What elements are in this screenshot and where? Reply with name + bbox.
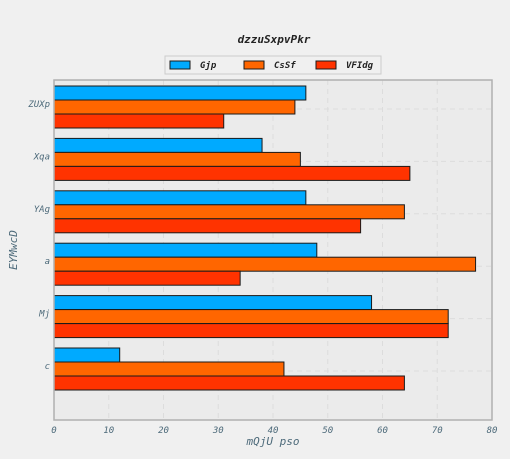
- bar-CsSf-Mj: [53, 309, 449, 325]
- bars: [53, 85, 477, 391]
- x-tick-label: 30: [212, 426, 224, 436]
- bar-Gjp-a: [53, 242, 318, 258]
- legend-label: Gjp: [200, 60, 217, 71]
- legend-swatch: [243, 60, 265, 70]
- bar-VFIdg-ZUXp: [53, 113, 225, 129]
- x-tick-label: 50: [322, 426, 333, 436]
- bar-Gjp-c: [53, 347, 121, 363]
- bar-CsSf-a: [53, 256, 477, 272]
- x-tick-label: 10: [103, 426, 114, 436]
- y-axis-label: EYMwcD: [7, 230, 20, 270]
- bar-Gjp-Mj: [53, 295, 373, 311]
- bar-CsSf-YAg: [53, 204, 405, 220]
- x-tick-labels: 0 10 20 30 40 50 60 70 80: [51, 426, 497, 436]
- chart-title: dzzuSxpvPkr: [238, 33, 311, 46]
- x-tick-label: 70: [432, 426, 443, 436]
- legend-label: CsSf: [274, 61, 296, 71]
- plot-frame: [53, 79, 493, 421]
- legend-label: VFIdg: [346, 61, 374, 71]
- y-tick-label: c: [45, 362, 50, 372]
- bar-VFIdg-a: [53, 270, 241, 286]
- x-tick-label: 40: [268, 426, 279, 436]
- legend: Gjp CsSf VFIdg: [164, 55, 382, 75]
- bar-CsSf-Xqa: [53, 151, 301, 167]
- x-tick-label: 0: [51, 426, 56, 436]
- y-tick-label: ZUXp: [27, 100, 50, 110]
- y-tick-label: a: [45, 257, 50, 267]
- y-tick-label: YAg: [34, 205, 51, 215]
- y-tick-label: Mj: [38, 310, 50, 320]
- x-tick-label: 80: [487, 426, 498, 436]
- bar-Gjp-ZUXp: [53, 85, 307, 101]
- bar-VFIdg-YAg: [53, 218, 362, 234]
- bar-VFIdg-Mj: [53, 323, 449, 339]
- x-axis-label: mQjU pso: [246, 435, 300, 448]
- bar-CsSf-c: [53, 361, 285, 377]
- legend-swatch: [169, 60, 191, 70]
- bar-VFIdg-c: [53, 375, 405, 391]
- x-tick-label: 20: [158, 426, 169, 436]
- bar-Gjp-Xqa: [53, 137, 263, 153]
- x-tick-label: 60: [377, 426, 388, 436]
- y-tick-labels: ZUXp Xqa YAg a Mj c: [27, 100, 50, 372]
- bar-Gjp-YAg: [53, 190, 307, 206]
- bar-CsSf-ZUXp: [53, 99, 296, 115]
- legend-swatch: [315, 60, 337, 70]
- bar-VFIdg-Xqa: [53, 165, 411, 181]
- y-tick-label: Xqa: [33, 152, 50, 162]
